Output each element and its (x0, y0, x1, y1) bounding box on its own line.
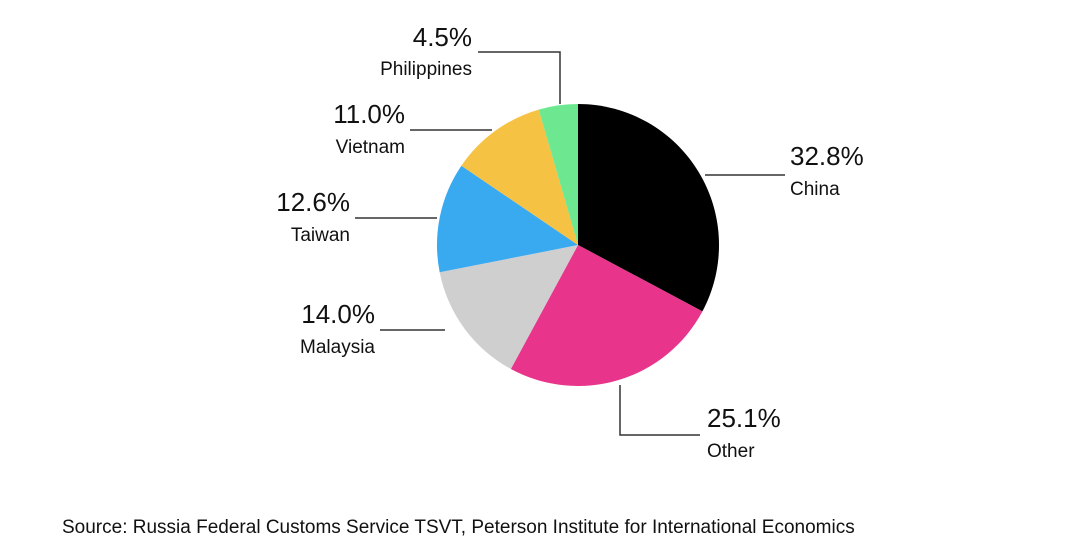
source: Source: Russia Federal Customs Service T… (62, 517, 855, 538)
value-label: 25.1% (707, 403, 781, 433)
category-label: China (790, 179, 840, 200)
value-label: 32.8% (790, 141, 864, 171)
value-label: 4.5% (413, 22, 472, 52)
category-label: Malaysia (300, 337, 375, 358)
pie-slice (437, 165, 578, 273)
category-label: Taiwan (291, 225, 350, 246)
pie-slice (510, 245, 703, 386)
pie-slice (578, 104, 719, 312)
leader-line (478, 51, 561, 104)
value-label: 12.6% (276, 187, 350, 217)
value-label: 11.0% (333, 99, 405, 129)
pie-slice (461, 109, 578, 245)
pie-slice (439, 245, 578, 369)
value-label: 14.0% (301, 299, 375, 329)
category-label: Other (707, 441, 755, 462)
pie-slice (538, 104, 578, 245)
leader-line (619, 385, 700, 436)
category-label: Vietnam (336, 137, 405, 158)
category-label: Philippines (380, 59, 472, 80)
